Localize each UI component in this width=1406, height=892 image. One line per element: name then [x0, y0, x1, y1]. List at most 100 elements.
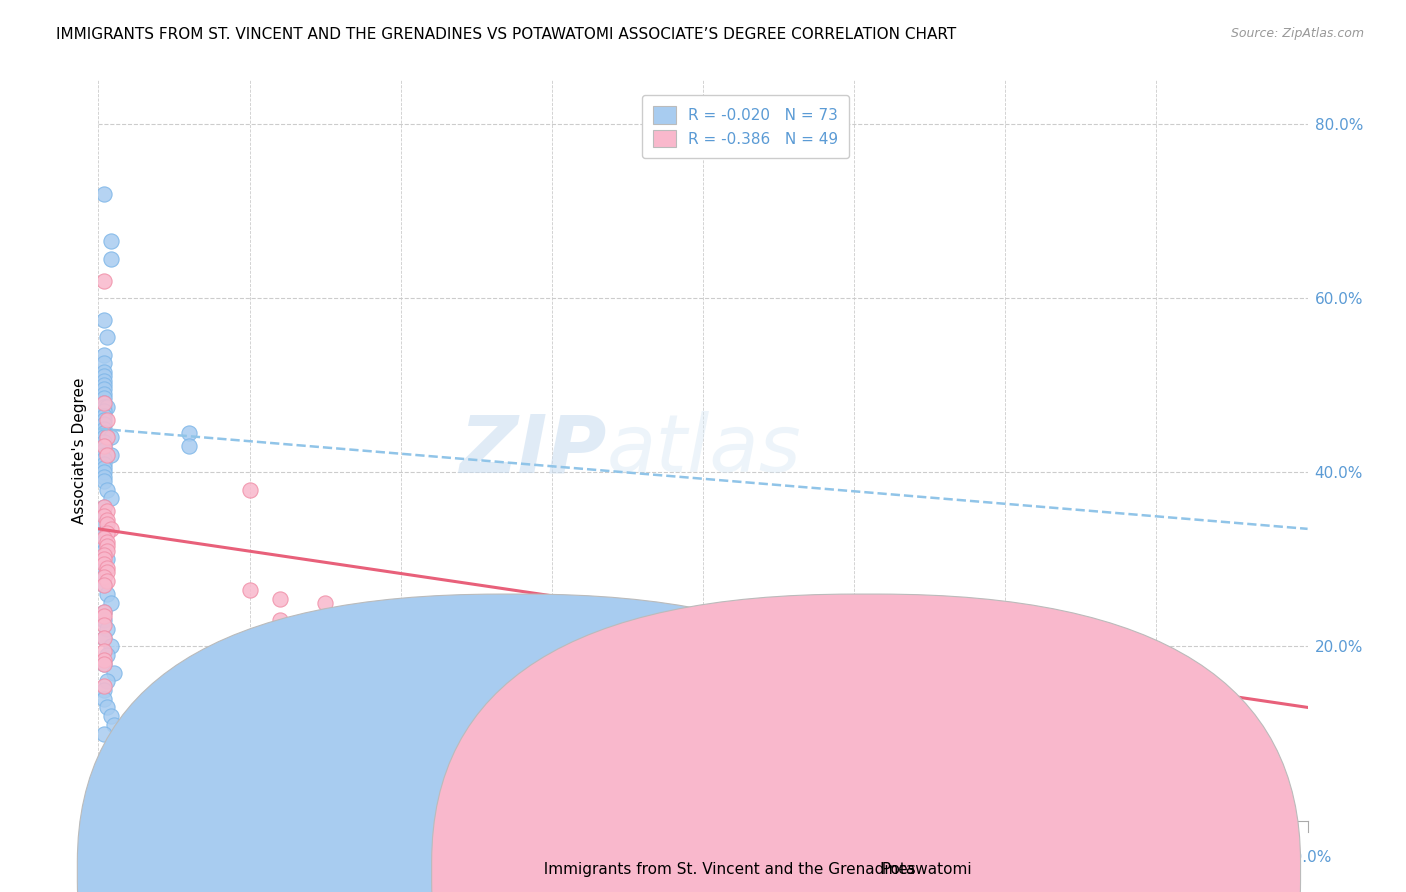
Point [96, 413, 118, 427]
Point [510, 679, 533, 693]
Point [93, 679, 115, 693]
Point [1144, 679, 1167, 693]
Point [93, 425, 115, 440]
Point [93, 561, 115, 575]
Point [93, 465, 115, 479]
Point [96, 543, 118, 558]
Point [100, 709, 122, 723]
Point [96, 700, 118, 714]
Point [93, 374, 115, 388]
Point [96, 552, 118, 566]
Point [93, 500, 115, 514]
Point [100, 430, 122, 444]
Point [93, 434, 115, 449]
Point [93, 365, 115, 379]
Point [93, 383, 115, 397]
Point [93, 691, 115, 706]
Point [93, 531, 115, 545]
Point [179, 439, 201, 453]
Point [96, 430, 118, 444]
Point [96, 517, 118, 532]
Point [93, 683, 115, 698]
Point [93, 186, 115, 201]
Point [93, 613, 115, 627]
Point [93, 644, 115, 658]
Point [93, 391, 115, 405]
Point [93, 474, 115, 488]
Point [93, 500, 115, 514]
Point [96, 483, 118, 497]
Point [93, 617, 115, 632]
Point [93, 557, 115, 571]
Point [93, 461, 115, 475]
Point [965, 700, 987, 714]
Point [93, 452, 115, 467]
Point [93, 761, 115, 775]
Point [93, 348, 115, 362]
Point [96, 526, 118, 541]
Point [96, 448, 118, 462]
Point [93, 448, 115, 462]
Point [93, 657, 115, 671]
Point [179, 425, 201, 440]
Point [93, 400, 115, 414]
Point [96, 513, 118, 527]
Point [389, 600, 412, 615]
Point [96, 574, 118, 588]
Point [93, 526, 115, 541]
Point [93, 570, 115, 584]
Point [96, 561, 118, 575]
Text: Source: ZipAtlas.com: Source: ZipAtlas.com [1230, 27, 1364, 40]
Point [93, 395, 115, 409]
Point [93, 508, 115, 523]
Point [93, 726, 115, 740]
Legend: R = -0.020   N = 73, R = -0.386   N = 49: R = -0.020 N = 73, R = -0.386 N = 49 [643, 95, 849, 158]
Point [93, 413, 115, 427]
Point [103, 718, 125, 732]
Point [269, 613, 291, 627]
Point [103, 665, 125, 680]
Point [93, 313, 115, 327]
Point [93, 457, 115, 471]
Point [93, 631, 115, 645]
Point [93, 543, 115, 558]
Text: atlas: atlas [606, 411, 801, 490]
Point [93, 404, 115, 418]
Point [93, 548, 115, 562]
Point [239, 582, 262, 597]
Text: Immigrants from St. Vincent and the Grenadines: Immigrants from St. Vincent and the Gren… [534, 863, 917, 877]
Point [93, 609, 115, 624]
Point [93, 552, 115, 566]
Point [93, 570, 115, 584]
Point [93, 508, 115, 523]
Point [93, 395, 115, 409]
Point [510, 700, 533, 714]
Point [93, 417, 115, 432]
Point [96, 539, 118, 553]
Point [93, 469, 115, 483]
Y-axis label: Associate's Degree: Associate's Degree [72, 377, 87, 524]
Point [96, 587, 118, 601]
Point [93, 430, 115, 444]
Point [96, 753, 118, 767]
Point [100, 596, 122, 610]
Point [93, 387, 115, 401]
Point [93, 356, 115, 370]
Point [96, 535, 118, 549]
Point [100, 744, 122, 758]
Point [96, 622, 118, 636]
Text: Potawatomi: Potawatomi [872, 863, 972, 877]
Point [93, 443, 115, 458]
Point [96, 430, 118, 444]
Point [93, 535, 115, 549]
Point [360, 640, 382, 654]
Point [100, 235, 122, 249]
Point [269, 626, 291, 640]
Point [96, 674, 118, 689]
Point [314, 596, 336, 610]
Point [93, 378, 115, 392]
Point [93, 605, 115, 619]
Point [93, 605, 115, 619]
Point [93, 439, 115, 453]
Point [93, 274, 115, 288]
